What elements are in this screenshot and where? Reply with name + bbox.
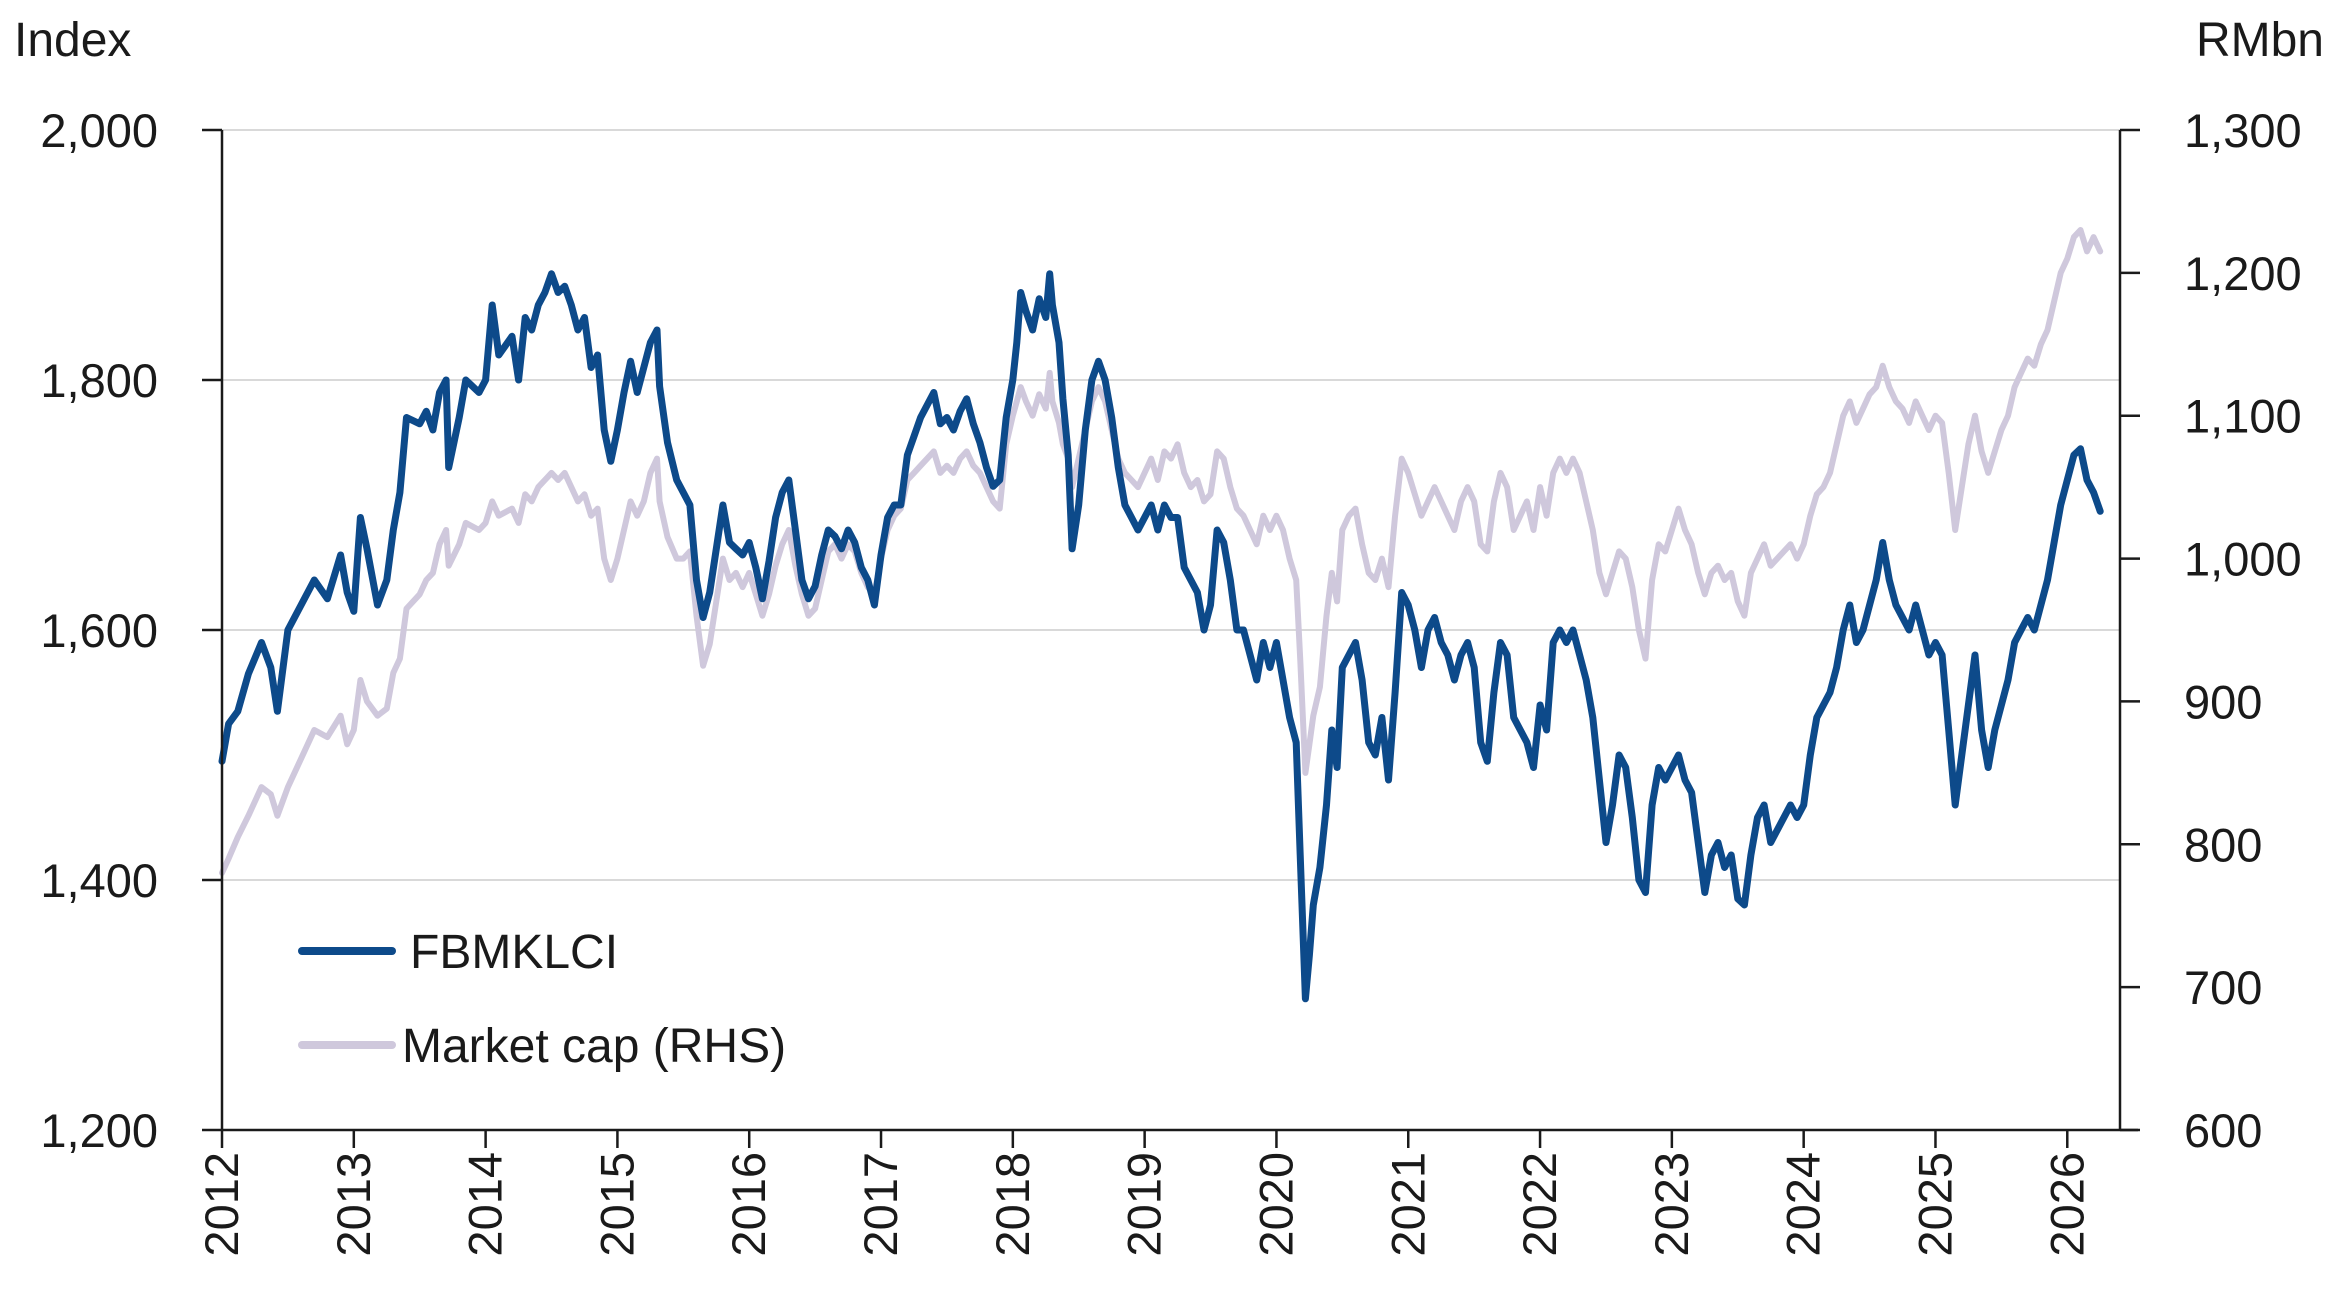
right-tick-label: 1,000 [2184,533,2302,586]
left-tick-label: 1,400 [40,854,158,907]
x-tick-label: 2022 [1513,1152,1566,1257]
x-tick-label: 2026 [2040,1152,2093,1257]
x-tick-label: 2018 [986,1152,1039,1257]
series-line-fbmklci [218,270,2104,1003]
left-tick-label: 2,000 [40,104,158,157]
left-axis-title: Index [14,14,131,67]
axes: 2,000 1,800 1,600 1,400 1,200 1,300 1,200 1,100… [40,104,2301,1257]
right-tick-label: 1,300 [2184,104,2302,157]
legend-label-fbmklci: FBMKLCI [410,926,618,979]
right-axis-title: RMbn [2196,14,2324,67]
left-tick-label: 1,200 [40,1104,158,1157]
x-tick-label: 2023 [1645,1152,1698,1257]
legend: FBMKLCI Market cap (RHS) [298,926,786,1073]
x-tick-label: 2015 [590,1152,643,1257]
x-tick-label: 2021 [1381,1152,1434,1257]
gridlines [222,129,2120,881]
right-tick-label: 600 [2184,1104,2262,1157]
series-line-market-cap [219,227,2104,876]
x-tick-label: 2024 [1777,1152,1830,1257]
left-tick-label: 1,800 [40,354,158,407]
x-tick-label: 2016 [722,1152,775,1257]
right-tick-label: 700 [2184,961,2262,1014]
x-tick-label: 2013 [327,1152,380,1257]
right-tick-label: 1,100 [2184,390,2302,443]
right-tick-label: 800 [2184,818,2262,871]
right-tick-label: 1,200 [2184,247,2302,300]
legend-label-market-cap: Market cap (RHS) [402,1020,786,1073]
series-group [218,227,2104,1003]
x-tick-label: 2020 [1249,1152,1302,1257]
right-tick-label: 900 [2184,675,2262,728]
x-tick-label: 2014 [459,1152,512,1257]
x-tick-label: 2012 [195,1152,248,1257]
left-tick-label: 1,600 [40,604,158,657]
x-tick-label: 2025 [1908,1152,1961,1257]
x-tick-label: 2019 [1118,1152,1171,1257]
x-tick-label: 2017 [854,1152,907,1257]
